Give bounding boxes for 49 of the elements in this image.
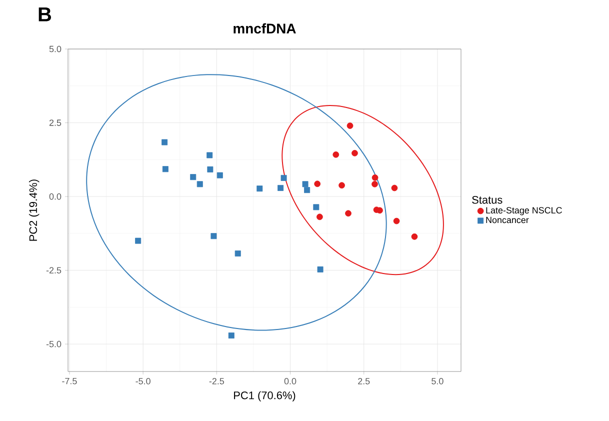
point	[346, 122, 354, 129]
point	[234, 250, 241, 256]
x-axis-title: PC1 (70.6%)	[234, 391, 296, 402]
point	[332, 151, 340, 158]
point	[280, 174, 287, 181]
point	[372, 180, 378, 188]
x-tick-label: 5.0	[432, 378, 444, 384]
y-tick-label: -2.5	[46, 267, 62, 274]
point	[190, 174, 196, 180]
y-tick-label: 5.0	[49, 46, 62, 52]
point	[316, 214, 323, 220]
point	[302, 181, 308, 188]
point	[376, 207, 383, 214]
point	[162, 139, 168, 146]
point	[196, 181, 203, 188]
text: B	[38, 8, 52, 22]
point	[338, 182, 345, 189]
legend-label: Noncancer	[486, 216, 529, 224]
point	[206, 152, 213, 158]
point	[207, 166, 214, 172]
y-axis-title: PC2 (19.4%)	[28, 180, 40, 241]
point	[313, 204, 320, 210]
x-tick-label: -5.0	[136, 378, 150, 384]
point	[135, 238, 142, 244]
point	[210, 233, 217, 240]
point	[411, 233, 418, 240]
x-tick-label: -7.5	[62, 378, 77, 384]
point	[304, 187, 310, 194]
point	[162, 166, 168, 172]
point	[352, 150, 358, 156]
point	[391, 184, 398, 192]
x-tick-label: 2.5	[358, 378, 370, 384]
point	[345, 210, 352, 217]
y-tick-label: -5.0	[46, 340, 62, 348]
point	[317, 266, 324, 272]
point	[256, 186, 263, 192]
point	[393, 218, 400, 224]
y-tick-label: 0.0	[49, 193, 62, 200]
legend-label: Late-Stage NSCLC	[486, 207, 562, 216]
point	[314, 180, 321, 188]
point	[228, 332, 234, 338]
point	[278, 184, 284, 191]
chart-title: mncfDNA	[234, 23, 296, 34]
y-tick-label: 2.5	[49, 120, 62, 126]
x-tick-label: 0.0	[284, 378, 296, 384]
x-tick-label: -2.5	[209, 378, 224, 384]
point	[216, 172, 223, 178]
point	[372, 174, 378, 181]
legend-title: Status	[472, 196, 502, 204]
